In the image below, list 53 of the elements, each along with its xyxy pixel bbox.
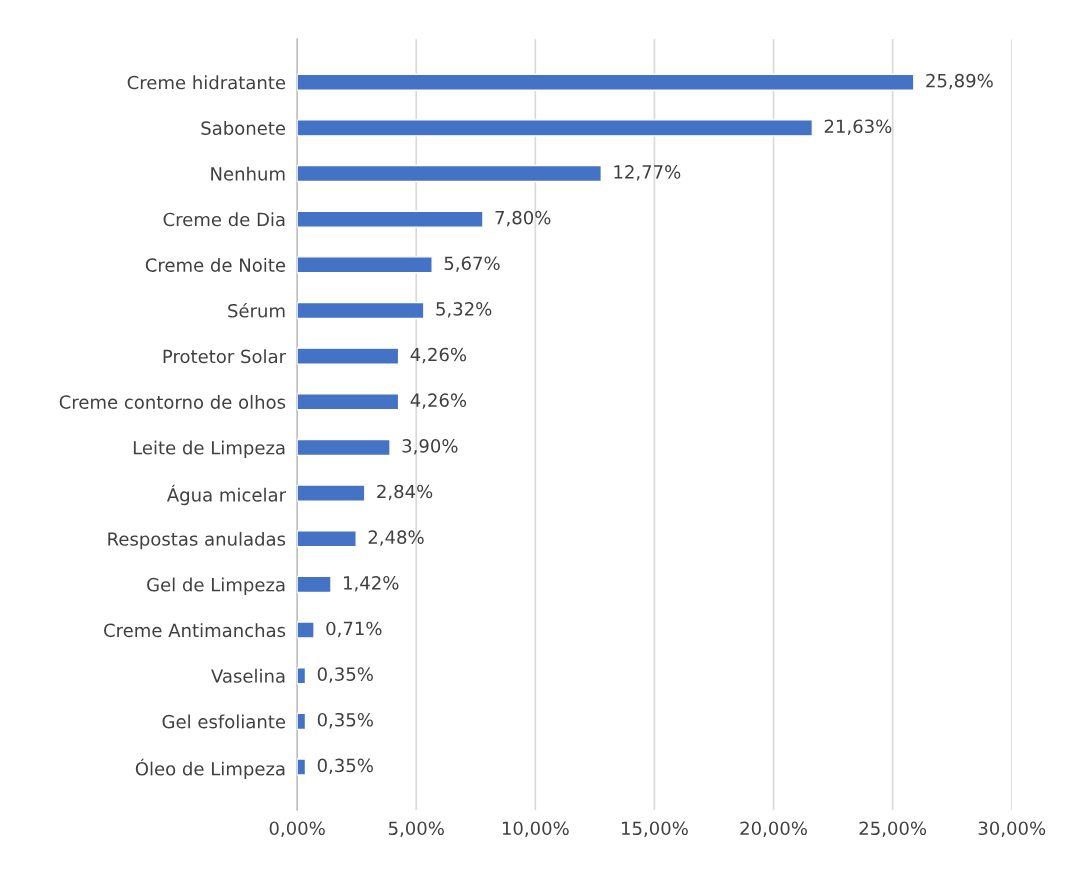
x-tick-label: 25,00% bbox=[859, 821, 927, 837]
y-tick-label: Sabonete bbox=[201, 121, 286, 135]
x-tick-label: 5,00% bbox=[388, 821, 444, 837]
data-label: 25,89% bbox=[926, 73, 993, 90]
bar bbox=[297, 256, 433, 274]
data-label: 0,35% bbox=[317, 667, 373, 683]
x-tick-label: 15,00% bbox=[622, 821, 688, 837]
data-label: 7,80% bbox=[495, 210, 551, 227]
bar bbox=[297, 393, 400, 411]
data-label: 4,26% bbox=[410, 393, 467, 409]
x-tick-label: 30,00% bbox=[978, 821, 1046, 837]
y-tick-label: Sérum bbox=[228, 302, 285, 318]
data-label: 2,84% bbox=[377, 484, 433, 501]
y-tick-label: Gel esfoliante bbox=[162, 714, 286, 729]
y-tick-label: Creme de Dia bbox=[163, 212, 285, 227]
data-label: 2,48% bbox=[368, 530, 424, 546]
data-label: 5,32% bbox=[436, 302, 492, 318]
y-tick-label: Gel de Limpeza bbox=[147, 577, 285, 596]
bar bbox=[297, 164, 603, 183]
y-tick-label: Creme Antimanchas bbox=[104, 623, 286, 638]
y-tick-label: Vaselina bbox=[211, 668, 285, 683]
data-label: 21,63% bbox=[824, 119, 892, 135]
y-tick-label: Respostas anuladas bbox=[108, 531, 286, 550]
y-tick-label: Creme de Noite bbox=[145, 257, 286, 272]
data-label: 12,77% bbox=[614, 165, 681, 181]
data-label: 1,42% bbox=[344, 575, 399, 592]
bar bbox=[297, 210, 484, 228]
data-label: 3,90% bbox=[402, 439, 458, 455]
data-label: 0,35% bbox=[317, 712, 373, 729]
bar bbox=[297, 347, 400, 365]
y-tick-label: Creme hidratante bbox=[127, 75, 286, 90]
bar bbox=[297, 73, 915, 91]
data-label: 0,35% bbox=[317, 758, 373, 775]
y-tick-label: Leite de Limpeza bbox=[133, 440, 285, 459]
bar bbox=[297, 575, 332, 594]
y-tick-label: Creme contorno de olhos bbox=[59, 394, 286, 409]
y-tick-label: Água micelar bbox=[166, 484, 287, 506]
bar bbox=[297, 301, 425, 320]
bar bbox=[297, 484, 366, 502]
bar bbox=[297, 438, 391, 457]
y-tick-label: Protetor Solar bbox=[163, 349, 287, 364]
y-tick-label: Nenhum bbox=[211, 166, 285, 181]
x-tick-label: 0,00% bbox=[269, 821, 325, 837]
bar bbox=[297, 530, 357, 548]
data-label: 5,67% bbox=[444, 256, 500, 272]
data-label: 0,71% bbox=[326, 621, 382, 638]
bar bbox=[297, 621, 315, 639]
x-tick-label: 10,00% bbox=[502, 821, 569, 837]
bar bbox=[297, 758, 307, 776]
data-label: 4,26% bbox=[410, 347, 467, 364]
y-tick-label: Óleo de Limpeza bbox=[135, 758, 285, 780]
bar bbox=[297, 119, 814, 137]
x-tick-label: 20,00% bbox=[740, 821, 807, 837]
